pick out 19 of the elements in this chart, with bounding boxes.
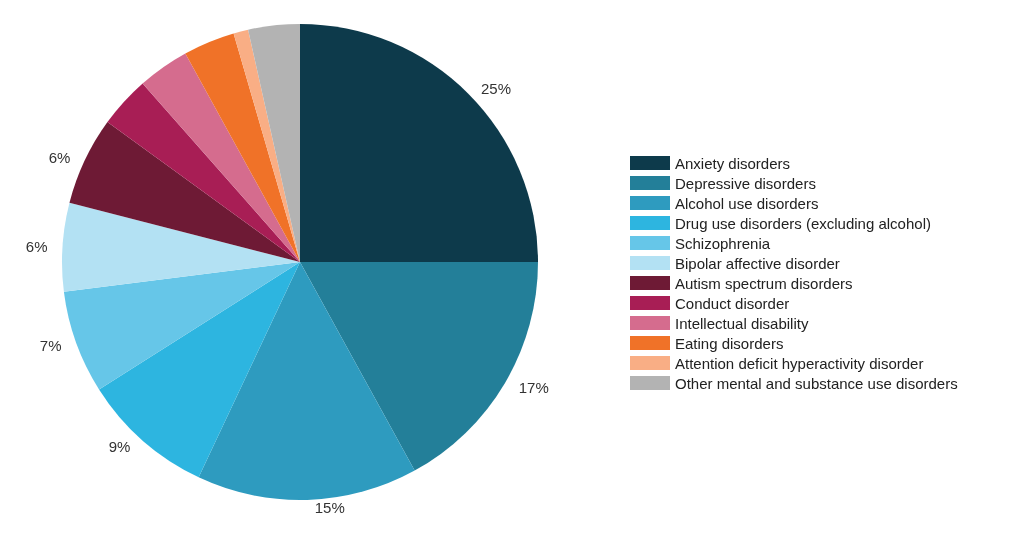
- data-label: 6%: [25, 238, 48, 256]
- data-label: 17%: [518, 378, 549, 396]
- data-label: 25%: [480, 79, 511, 97]
- legend-label: Eating disorders: [675, 334, 784, 352]
- legend-label: Schizophrenia: [675, 234, 771, 252]
- legend-label: Drug use disorders (excluding alcohol): [675, 214, 931, 232]
- legend-label: Bipolar affective disorder: [675, 254, 840, 272]
- data-label: 6%: [48, 148, 71, 166]
- data-label: 9%: [108, 438, 131, 456]
- legend-label: Other mental and substance use disorders: [675, 374, 958, 392]
- legend-label: Depressive disorders: [675, 174, 816, 192]
- legend-label: Conduct disorder: [675, 294, 790, 312]
- data-label: 15%: [314, 499, 345, 517]
- legend-label: Alcohol use disorders: [675, 194, 819, 212]
- legend-label: Anxiety disorders: [675, 154, 791, 172]
- legend-label: Autism spectrum disorders: [675, 274, 853, 292]
- data-label: 7%: [39, 336, 62, 354]
- legend-label: Intellectual disability: [675, 314, 809, 332]
- legend-label: Attention deficit hyperactivity disorder: [675, 354, 924, 372]
